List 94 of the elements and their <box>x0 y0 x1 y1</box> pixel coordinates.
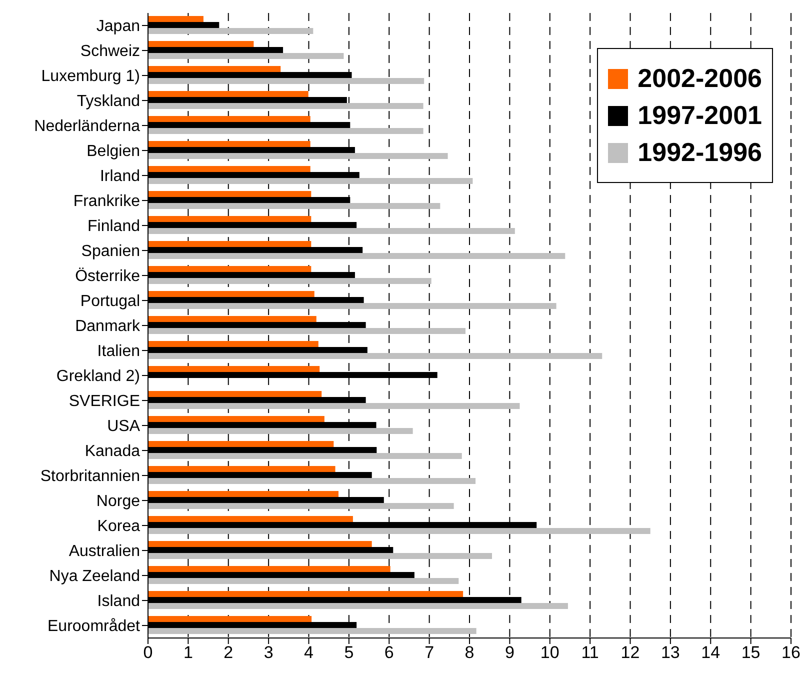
x-tick-label: 9 <box>504 643 514 662</box>
bar <box>148 503 454 509</box>
bar <box>148 516 353 522</box>
bar <box>148 428 413 434</box>
bar <box>148 291 314 297</box>
x-tick-label: 13 <box>660 643 680 662</box>
bar <box>148 116 310 122</box>
bar <box>148 628 476 634</box>
bar <box>148 403 520 409</box>
y-tick-label: Storbritannien <box>40 468 140 486</box>
legend-label: 1992-1996 <box>638 137 762 168</box>
bar <box>148 178 473 184</box>
x-tick-label: 10 <box>540 643 560 662</box>
bar <box>148 416 324 422</box>
x-tick-label: 14 <box>701 643 720 662</box>
bar <box>148 316 316 322</box>
x-tick-label: 6 <box>384 643 394 662</box>
x-tick-label: 3 <box>264 643 274 662</box>
bar <box>148 553 492 559</box>
y-tick-label: Frankrike <box>73 193 140 210</box>
y-tick-label: Nederländerna <box>34 118 140 136</box>
x-tick-label: 7 <box>424 643 434 662</box>
bar <box>148 78 424 84</box>
y-tick-label: SVERIGE <box>68 393 140 410</box>
y-tick-label: Finland <box>88 218 140 236</box>
bar <box>148 141 310 147</box>
bar <box>148 616 312 622</box>
bar <box>148 203 440 209</box>
y-tick-label: Korea <box>97 518 140 536</box>
bar <box>148 303 556 309</box>
bar <box>148 391 322 397</box>
bar <box>148 103 424 109</box>
y-tick-label: Danmark <box>75 318 141 336</box>
y-tick-label: Nya Zeeland <box>49 568 140 586</box>
y-tick-label: Australien <box>68 543 140 560</box>
bar <box>148 53 344 59</box>
bar <box>148 541 372 547</box>
x-tick-label: 4 <box>304 643 314 662</box>
bar <box>148 528 650 534</box>
x-tick-label: 5 <box>344 643 354 662</box>
bar <box>148 466 336 472</box>
y-tick-label: Euroområdet <box>48 618 141 636</box>
legend-label: 2002-2006 <box>638 63 762 94</box>
bar <box>148 366 320 372</box>
y-tick-label: Tyskland <box>76 93 140 110</box>
bar <box>148 328 466 334</box>
x-tick-label: 0 <box>143 643 153 662</box>
x-tick-label: 8 <box>464 643 474 662</box>
x-tick-label: 11 <box>581 643 599 662</box>
y-tick-label: Norge <box>96 493 140 510</box>
x-tick-label: 12 <box>620 643 640 662</box>
bar <box>148 603 568 609</box>
bar <box>148 241 312 247</box>
x-tick-label: 16 <box>782 643 800 662</box>
bar <box>148 253 566 259</box>
y-tick-label: Schweiz <box>80 43 140 60</box>
y-tick-label: Island <box>97 593 140 610</box>
y-tick-label: Italien <box>97 343 140 360</box>
y-tick-label: Luxemburg 1) <box>41 68 140 86</box>
bar <box>148 478 476 484</box>
bar <box>148 566 390 572</box>
x-tick-label: 2 <box>224 643 234 662</box>
bar <box>148 66 281 72</box>
bar <box>148 166 310 172</box>
bar <box>148 491 338 497</box>
bar <box>148 341 318 347</box>
bar <box>148 28 314 34</box>
y-tick-label: Japan <box>96 18 140 36</box>
bar <box>148 441 334 447</box>
x-tick-label: 15 <box>741 643 760 662</box>
y-tick-label: Portugal <box>80 293 140 310</box>
bar <box>148 578 459 584</box>
bar <box>148 128 424 134</box>
bar <box>148 228 515 234</box>
y-tick-label: USA <box>107 418 140 436</box>
legend-label: 1997-2001 <box>638 100 762 131</box>
bar <box>148 153 448 159</box>
bar <box>148 41 254 47</box>
y-tick-label: Belgien <box>86 143 140 160</box>
y-tick-label: Grekland 2) <box>56 368 140 386</box>
bar <box>148 591 464 597</box>
y-tick-label: Irland <box>100 168 140 186</box>
bar <box>148 453 462 459</box>
bar <box>148 16 204 22</box>
bar <box>148 191 312 197</box>
y-tick-label: Österrike <box>75 267 140 286</box>
bar <box>148 91 308 97</box>
y-tick-label: Kanada <box>84 443 140 460</box>
bar <box>148 216 312 222</box>
y-tick-label: Spanien <box>81 243 140 260</box>
bar <box>148 266 312 272</box>
bar <box>148 353 602 359</box>
x-tick-label: 1 <box>183 643 193 662</box>
bar <box>148 278 432 284</box>
